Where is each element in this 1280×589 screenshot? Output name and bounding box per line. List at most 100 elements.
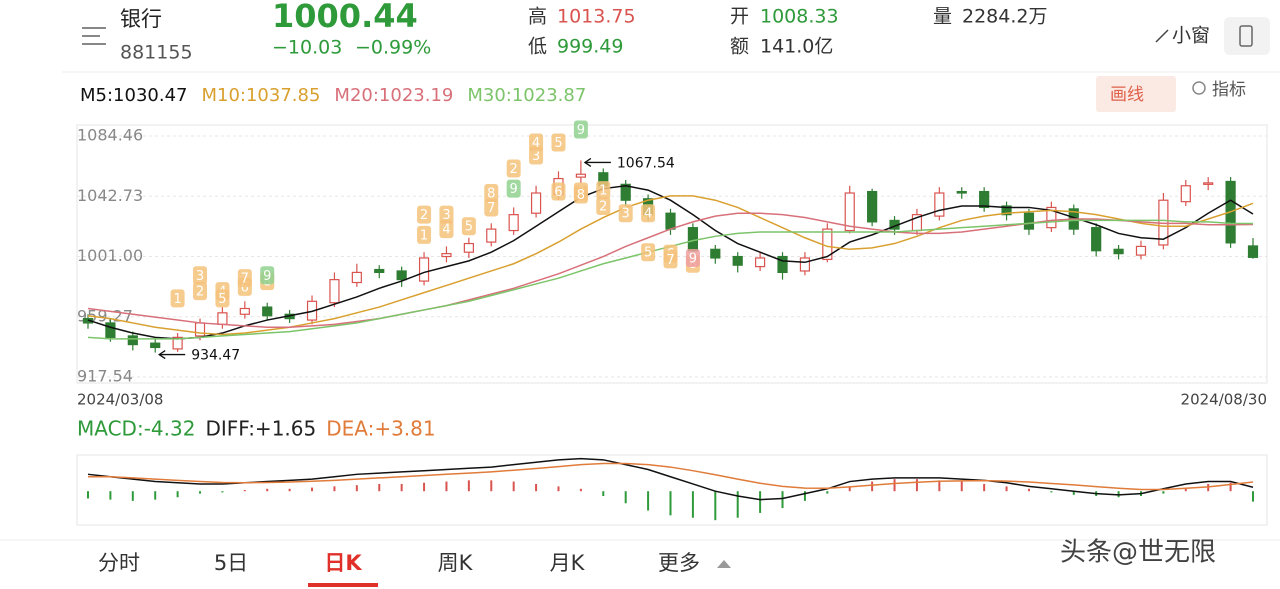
td-label: 2 (510, 162, 518, 177)
td-bubble (641, 204, 656, 223)
y-tick-label: 1001.00 (77, 246, 143, 265)
low-label: 低 (528, 36, 547, 58)
tab[interactable]: 更多 (658, 551, 700, 575)
candle-body (732, 255, 743, 266)
td-bubble (663, 250, 678, 269)
td-label: 3 (622, 207, 630, 222)
screen-button[interactable] (1224, 17, 1270, 55)
tab[interactable]: 月K (550, 551, 586, 575)
candle-body (620, 183, 631, 201)
td-label: 6 (241, 280, 249, 295)
td-label: 1 (420, 228, 428, 243)
ma-line (87, 185, 1254, 340)
td-label: 3 (532, 149, 540, 164)
td-label: 1 (173, 292, 181, 307)
td-label: 6 (554, 185, 562, 200)
x-end-label: 2024/08/30 (1181, 391, 1267, 409)
candle-body (262, 306, 273, 317)
indicator-label[interactable]: 指标 (1212, 80, 1246, 100)
candle-body (396, 270, 407, 281)
candle-body (1023, 212, 1035, 230)
indicator-icon[interactable] (1192, 81, 1206, 95)
td-bubble (551, 182, 566, 201)
candle-body (710, 248, 721, 259)
candle-body (172, 336, 183, 350)
candle-body (799, 257, 811, 272)
td-label: 2 (599, 199, 607, 214)
candle-body (1247, 245, 1259, 258)
candle-body (1001, 205, 1012, 216)
change-pct: −0.99% (355, 37, 431, 59)
td-bubble (439, 205, 454, 224)
td-bubble (596, 196, 611, 215)
td-bubble (618, 204, 633, 223)
td-label: 4 (532, 136, 540, 151)
watermark: 头条@世无限 (1060, 538, 1216, 568)
td-label: 2 (420, 208, 428, 223)
y-tick-label: 1084.46 (77, 126, 143, 145)
candle-body (1091, 227, 1102, 252)
macd-legend: MACD:-4.32 (77, 417, 195, 441)
td-bubble (439, 220, 454, 239)
td-label: 9 (263, 269, 271, 284)
td-label: 5 (465, 220, 473, 235)
td-bubble (551, 133, 566, 152)
tab[interactable]: 周K (438, 551, 474, 575)
more-arrow[interactable] (717, 560, 731, 568)
amount-label: 额 (730, 36, 749, 58)
candle-body (239, 307, 250, 315)
td-label: 5 (644, 246, 652, 261)
td-bubble (641, 243, 656, 262)
ma-line (87, 212, 1254, 329)
td-bubble (215, 289, 230, 308)
td-label: 5 (554, 136, 562, 151)
td-label: 9 (510, 182, 518, 197)
td-bubble (506, 179, 521, 198)
candle-body (150, 342, 161, 349)
td-label: 9 (577, 123, 585, 138)
td-bubble (417, 205, 432, 224)
tab[interactable]: 5日 (214, 551, 248, 575)
x-start-label: 2024/03/08 (77, 391, 163, 409)
candle-body (1113, 248, 1124, 255)
window-button[interactable]: 小窗 (1155, 25, 1210, 47)
menu-icon[interactable] (82, 27, 106, 45)
candle-body (755, 257, 766, 268)
td-label: 3 (442, 208, 450, 223)
draw-button[interactable] (1096, 76, 1176, 112)
candle-body (508, 214, 519, 232)
td-bubble (170, 289, 185, 308)
tab[interactable]: 分时 (98, 551, 140, 575)
td-bubble (484, 198, 499, 217)
candle-body (463, 242, 474, 253)
td-bubble (193, 282, 208, 301)
td-label: 7 (241, 272, 249, 287)
change: −10.03 (272, 37, 342, 59)
candle-body (575, 173, 586, 178)
amount: 141.0亿 (760, 36, 833, 58)
candle-body (374, 268, 385, 274)
candle-body (329, 279, 340, 304)
price: 1000.44 (272, 0, 418, 35)
td-bubble (193, 266, 208, 285)
tab[interactable]: 日K (324, 551, 362, 575)
y-tick-label: 917.54 (77, 367, 133, 386)
td-bubble (596, 181, 611, 200)
td-bubble (484, 184, 499, 203)
td-label: 5 (218, 292, 226, 307)
candle-body (1180, 185, 1191, 203)
arrow-head (158, 350, 166, 360)
phone-icon (1239, 25, 1253, 47)
legend-entry: M5:1030.47 (80, 85, 187, 106)
candle-body (934, 192, 945, 217)
td-bubble (506, 159, 521, 178)
low: 999.49 (557, 36, 623, 58)
macd-line (87, 457, 1254, 501)
candle-body (956, 190, 967, 194)
td-bubble (260, 266, 275, 285)
td-label: 7 (666, 253, 674, 268)
volume: 2284.2万 (962, 6, 1047, 28)
candle-body (418, 257, 430, 282)
